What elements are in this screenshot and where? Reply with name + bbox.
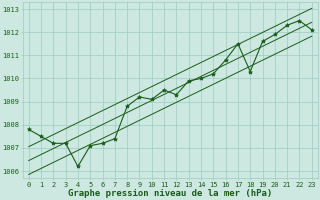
X-axis label: Graphe pression niveau de la mer (hPa): Graphe pression niveau de la mer (hPa)	[68, 189, 272, 198]
